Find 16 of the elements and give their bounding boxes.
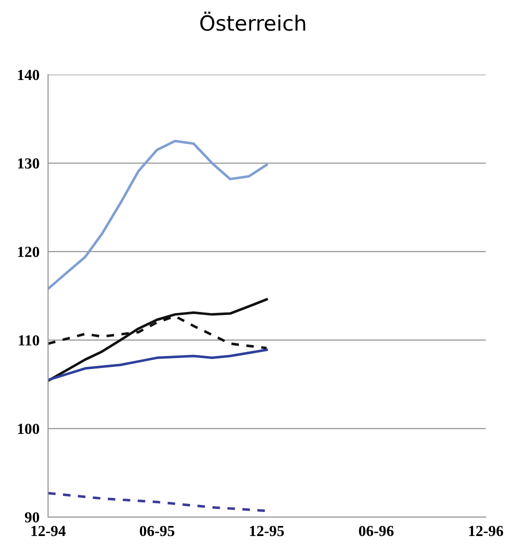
line-series <box>48 298 268 382</box>
line-series <box>48 140 268 290</box>
line-series <box>48 348 268 382</box>
y-tick-label: 90 <box>24 512 40 523</box>
x-tick-label: 06-95 <box>140 526 174 536</box>
y-tick-label: 140 <box>18 70 40 80</box>
y-tick-label: 130 <box>18 158 40 169</box>
y-tick-label: 110 <box>18 335 40 346</box>
chart-title: Österreich <box>200 12 306 31</box>
y-tick-label: 120 <box>18 246 40 258</box>
y-tick-label: 100 <box>18 424 40 434</box>
line-series <box>48 492 268 512</box>
x-tick-label: 12-94 <box>31 526 66 536</box>
x-tick-label: 12-96 <box>469 526 504 536</box>
x-tick-label: 12-95 <box>250 526 284 536</box>
x-tick-label: 06-96 <box>358 526 394 536</box>
